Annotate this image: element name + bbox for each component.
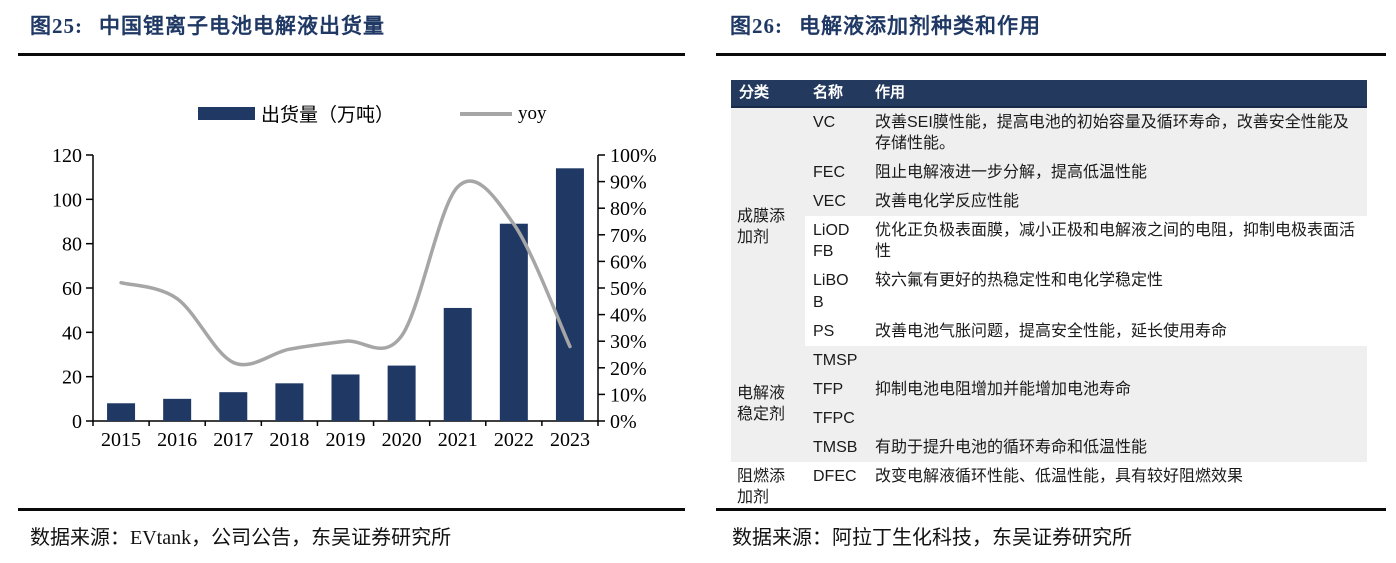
additive-name-cell: TMSP bbox=[805, 345, 867, 375]
figure-26: 图26: 电解液添加剂种类和作用 分类 名称 作用 成膜添加剂 VC 改善SEI膜性能… bbox=[700, 0, 1396, 563]
figure-25-number: 图25: bbox=[30, 14, 83, 38]
x-tick-label: 2019 bbox=[326, 429, 366, 451]
bar-2019 bbox=[331, 374, 360, 421]
additive-effect-cell: 改变电解液循环性能、低温性能，具有较好阻燃效果 bbox=[867, 462, 1367, 513]
x-tick-label: 2023 bbox=[550, 429, 590, 451]
additive-effect-cell bbox=[867, 345, 1367, 375]
chart-legend: 出货量（万吨） yoy bbox=[198, 100, 547, 127]
y-right-tick-label: 60% bbox=[610, 251, 647, 273]
additive-effect-cell: 优化正负极表面膜，减小正极和电解液之间的电阻，抑制电极表面活性 bbox=[867, 216, 1367, 267]
additive-effect-cell: 改善SEI膜性能，提高电池的初始容量及循环寿命，改善安全性能及存储性能。 bbox=[867, 107, 1367, 159]
table-header-effect: 作用 bbox=[867, 80, 1367, 108]
additive-name-cell: TMSB bbox=[805, 433, 867, 463]
additive-effect-cell: 抑制电池电阻增加并能增加电池寿命 bbox=[867, 374, 1367, 404]
y-right-tick-label: 70% bbox=[610, 225, 647, 247]
source-right: 数据来源：阿拉丁生化科技，东吴证券研究所 bbox=[732, 527, 1132, 549]
additive-name-cell: TFPC bbox=[805, 404, 867, 434]
additive-effect-cell: 较六氟有更好的热稳定性和电化学稳定性 bbox=[867, 266, 1367, 317]
x-tick-label: 2022 bbox=[494, 429, 534, 451]
additive-name-cell: VEC bbox=[805, 187, 867, 217]
additive-name-cell: PS bbox=[805, 316, 867, 346]
additive-effect-cell: 改善电化学反应性能 bbox=[867, 187, 1367, 217]
additive-name-cell: TFP bbox=[805, 374, 867, 404]
legend-line-label: yoy bbox=[518, 102, 547, 124]
title-rule-right bbox=[716, 53, 1386, 56]
additive-effect-cell bbox=[867, 404, 1367, 434]
bar-2022 bbox=[499, 223, 528, 421]
y-left-tick-label: 120 bbox=[52, 145, 82, 167]
x-tick-label: 2018 bbox=[269, 429, 309, 451]
bar-2023 bbox=[555, 168, 584, 421]
y-right-tick-label: 100% bbox=[610, 145, 657, 167]
figure-25: 图25: 中国锂离子电池电解液出货量 出货量（万吨） yoy 0 20 40 60 80 1… bbox=[18, 10, 685, 549]
additive-effect-cell: 改善电池气胀问题，提高安全性能，延长使用寿命 bbox=[867, 316, 1367, 346]
table-header-name: 名称 bbox=[805, 80, 867, 108]
figure-25-caption: 中国锂离子电池电解液出货量 bbox=[99, 14, 385, 38]
bar-2017 bbox=[219, 392, 248, 421]
y-right-tick-label: 20% bbox=[610, 358, 647, 380]
shipment-yoy-chart: 0 20 40 60 80 100 120 0% 10% 20% 30% 40% 50% 60% 70% 80… bbox=[52, 145, 657, 451]
title-rule-left bbox=[18, 53, 685, 56]
y-left-tick-label: 0 bbox=[72, 411, 82, 433]
additive-effect-cell: 阻止电解液进一步分解，提高低温性能 bbox=[867, 158, 1367, 188]
y-right-tick-label: 30% bbox=[610, 331, 647, 353]
y-right-tick-label: 90% bbox=[610, 172, 647, 194]
category-cell: 成膜添加剂 bbox=[731, 107, 805, 346]
legend-bar-label: 出货量（万吨） bbox=[261, 105, 395, 126]
legend-item-shipments: 出货量（万吨） bbox=[198, 100, 394, 127]
x-tick-label: 2016 bbox=[157, 429, 197, 451]
y-right-tick-label: 50% bbox=[610, 278, 647, 300]
y-left-tick-label: 80 bbox=[62, 234, 82, 256]
additive-name-cell: DFEC bbox=[805, 462, 867, 513]
additive-name-cell: LiBOB bbox=[805, 266, 867, 317]
x-tick-label: 2020 bbox=[382, 429, 422, 451]
figure-26-caption: 电解液添加剂种类和作用 bbox=[799, 14, 1041, 38]
bar-2018 bbox=[275, 383, 304, 421]
figure-26-number: 图26: bbox=[730, 14, 783, 38]
legend-item-yoy: yoy bbox=[460, 103, 547, 125]
y-left-tick-label: 100 bbox=[52, 189, 82, 211]
y-right-tick-label: 0% bbox=[610, 411, 637, 433]
legend-bar-swatch bbox=[198, 107, 255, 120]
bar-2021 bbox=[443, 307, 472, 421]
legend-line-swatch bbox=[460, 111, 513, 116]
source-rule-right bbox=[716, 508, 1386, 511]
y-left-tick-label: 60 bbox=[62, 278, 82, 300]
figure-26-title: 图26: 电解液添加剂种类和作用 bbox=[730, 10, 1041, 40]
category-cell: 电解液稳定剂 bbox=[731, 345, 805, 463]
category-cell: 阻燃添加剂 bbox=[731, 462, 805, 513]
x-tick-label: 2021 bbox=[438, 429, 478, 451]
additive-table: 分类 名称 作用 成膜添加剂 VC 改善SEI膜性能，提高电池的初始容量及循环寿命，… bbox=[731, 80, 1367, 513]
source-rule-left bbox=[18, 508, 685, 511]
table-header-category: 分类 bbox=[731, 80, 805, 108]
x-tick-label: 2015 bbox=[101, 429, 141, 451]
source-left: 数据来源：EVtank，公司公告，东吴证券研究所 bbox=[30, 527, 452, 549]
additive-name-cell: VC bbox=[805, 107, 867, 159]
y-right-tick-label: 40% bbox=[610, 305, 647, 327]
additive-name-cell: FEC bbox=[805, 158, 867, 188]
y-left-tick-label: 20 bbox=[62, 367, 82, 389]
x-tick-label: 2017 bbox=[213, 429, 253, 451]
yoy-line bbox=[119, 179, 572, 367]
bar-2015 bbox=[107, 403, 136, 421]
additive-effect-cell: 有助于提升电池的循环寿命和低温性能 bbox=[867, 433, 1367, 463]
bar-2016 bbox=[163, 398, 192, 421]
y-right-tick-label: 10% bbox=[610, 384, 647, 406]
bar-2020 bbox=[387, 365, 416, 421]
y-left-tick-label: 40 bbox=[62, 322, 82, 344]
figure-25-title: 图25: 中国锂离子电池电解液出货量 bbox=[30, 10, 385, 40]
additive-name-cell: LiODFB bbox=[805, 216, 867, 267]
y-right-tick-label: 80% bbox=[610, 198, 647, 220]
